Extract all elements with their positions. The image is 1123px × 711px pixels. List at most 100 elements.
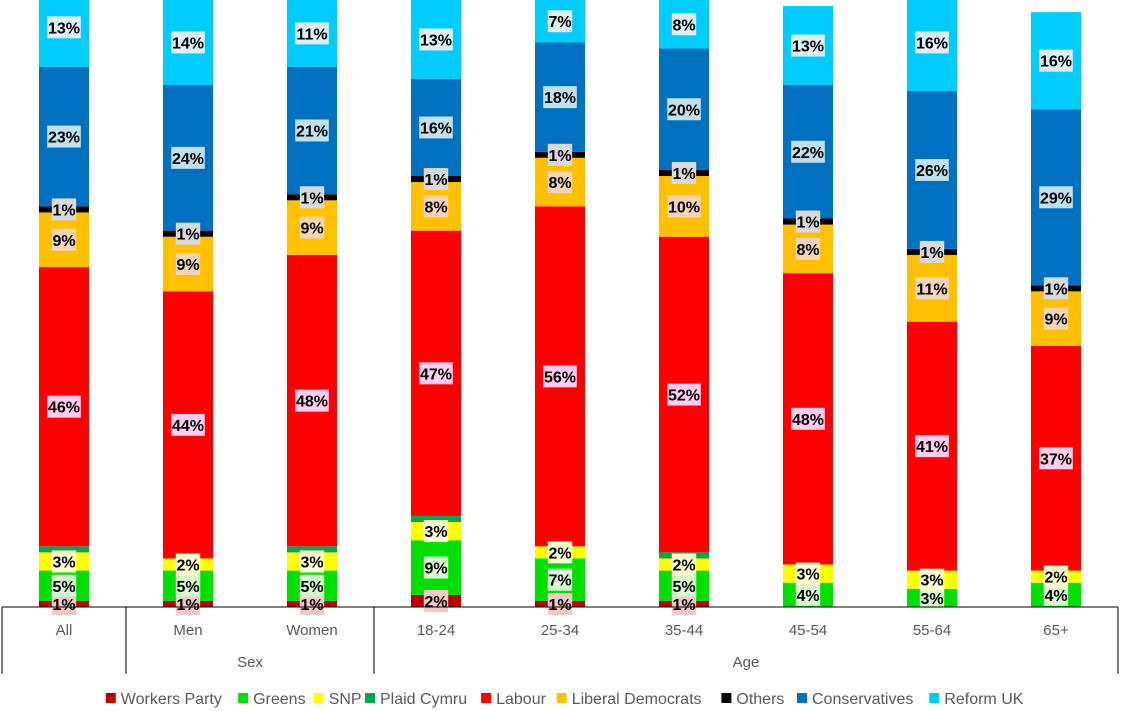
data-label-bg — [543, 86, 577, 109]
data-label: 16% — [1040, 54, 1072, 71]
data-label-bg — [795, 562, 821, 585]
bar-segment-plaid-cymru-all — [39, 546, 89, 553]
data-label-bg — [299, 216, 325, 239]
data-label-bg — [1039, 49, 1073, 72]
data-label-bg — [423, 520, 449, 543]
data-label: 11% — [916, 281, 947, 298]
data-label: 8% — [672, 17, 695, 34]
bar-segment-plaid-cymru-women — [287, 546, 337, 553]
data-label: 37% — [1040, 451, 1072, 468]
data-label-bg — [547, 541, 573, 564]
data-label: 14% — [172, 35, 204, 52]
data-label: 13% — [420, 32, 452, 49]
bar-segment-plaid-cymru-18-24 — [411, 515, 461, 523]
data-label: 48% — [296, 394, 328, 411]
data-label-bg — [171, 31, 205, 54]
data-label: 9% — [300, 221, 323, 238]
data-label: 48% — [792, 412, 824, 429]
data-label-bg — [671, 161, 697, 184]
data-label-bg — [547, 171, 573, 194]
legend: Workers Party Greens SNP Plaid Cymru Labour L… — [105, 691, 1024, 708]
data-label-bg — [299, 550, 325, 573]
legend-item-label: Plaid Cymru — [380, 691, 467, 708]
data-label-bg — [51, 228, 77, 251]
data-label-bg — [919, 568, 945, 591]
legend-item-label: Others — [736, 691, 784, 708]
data-label: 1% — [548, 148, 571, 165]
data-label-bg — [547, 568, 573, 591]
data-label: 9% — [1044, 312, 1067, 329]
data-label: 13% — [48, 20, 80, 37]
data-label: 29% — [1040, 190, 1072, 207]
data-label: 1% — [52, 597, 75, 614]
data-label: 41% — [916, 439, 948, 456]
data-label-bg — [915, 31, 949, 54]
data-label: 2% — [1044, 570, 1067, 587]
data-label-bg — [795, 583, 821, 606]
category-tick-label: 45-54 — [789, 622, 827, 639]
data-label-bg — [423, 195, 449, 218]
data-label: 1% — [176, 597, 199, 614]
category-tick-label: 65+ — [1043, 622, 1069, 639]
data-label: 4% — [796, 588, 819, 605]
data-label: 1% — [424, 172, 447, 189]
data-label: 1% — [300, 597, 323, 614]
data-label: 10% — [668, 199, 700, 216]
category-tick-label: 55-64 — [913, 622, 951, 639]
data-label-bg — [795, 210, 821, 233]
data-label-bg — [175, 253, 201, 276]
legend-item-label: Liberal Democrats — [572, 691, 702, 708]
data-label: 11% — [296, 26, 327, 43]
data-label-bg — [915, 435, 949, 458]
data-label: 20% — [668, 102, 700, 119]
data-label-bg — [47, 125, 81, 148]
data-label-bg — [791, 140, 825, 163]
data-label-bg — [791, 34, 825, 57]
data-label: 23% — [48, 130, 80, 147]
data-label-bg — [51, 550, 77, 573]
legend-item-label: Labour — [496, 691, 546, 708]
data-label-bg — [547, 10, 573, 33]
group-label: Age — [733, 654, 760, 671]
legend-item-label: Workers Party — [121, 691, 222, 708]
data-label-bg — [423, 556, 449, 579]
data-label-bg — [667, 383, 701, 406]
data-label: 1% — [548, 597, 571, 614]
data-label-bg — [543, 365, 577, 388]
data-label-bg — [1043, 307, 1069, 330]
legend-swatch — [481, 693, 492, 703]
data-label: 16% — [916, 35, 948, 52]
data-label-bg — [175, 553, 201, 576]
data-label-bg — [423, 168, 449, 191]
data-label-bg — [175, 222, 201, 245]
data-label: 16% — [420, 120, 452, 137]
category-axis: All Men Women 18-24 25-34 35-44 45-54 55-64 65+ S… — [1, 606, 1119, 674]
data-label: 2% — [672, 558, 695, 575]
data-label-bg — [1039, 447, 1073, 470]
data-label: 9% — [424, 561, 447, 578]
category-tick-label: 35-44 — [665, 622, 703, 639]
data-label-bg — [671, 574, 697, 597]
legend-swatch — [929, 693, 940, 703]
data-label: 3% — [920, 573, 943, 590]
data-label-bg — [791, 407, 825, 430]
data-label: 1% — [796, 215, 819, 232]
data-label-bg — [51, 592, 77, 615]
data-label: 7% — [548, 573, 571, 590]
data-label: 5% — [300, 579, 323, 596]
data-label: 2% — [424, 594, 447, 611]
data-labels-layer: 1%5%3%46%9%1%23%13%1%5%2%44%9%1%24%14%1%… — [47, 10, 1073, 615]
data-label: 4% — [1044, 588, 1067, 605]
data-label: 1% — [920, 245, 943, 262]
data-label-bg — [547, 592, 573, 615]
data-label: 18% — [544, 90, 576, 107]
data-label: 52% — [668, 388, 700, 405]
data-label: 1% — [52, 202, 75, 219]
data-label-bg — [171, 146, 205, 169]
legend-swatch — [365, 693, 375, 703]
data-label-bg — [419, 116, 453, 139]
category-tick-label: Men — [173, 622, 202, 639]
legend-item-label: Conservatives — [812, 691, 913, 708]
data-label: 9% — [52, 233, 75, 250]
data-label-bg — [171, 413, 205, 436]
